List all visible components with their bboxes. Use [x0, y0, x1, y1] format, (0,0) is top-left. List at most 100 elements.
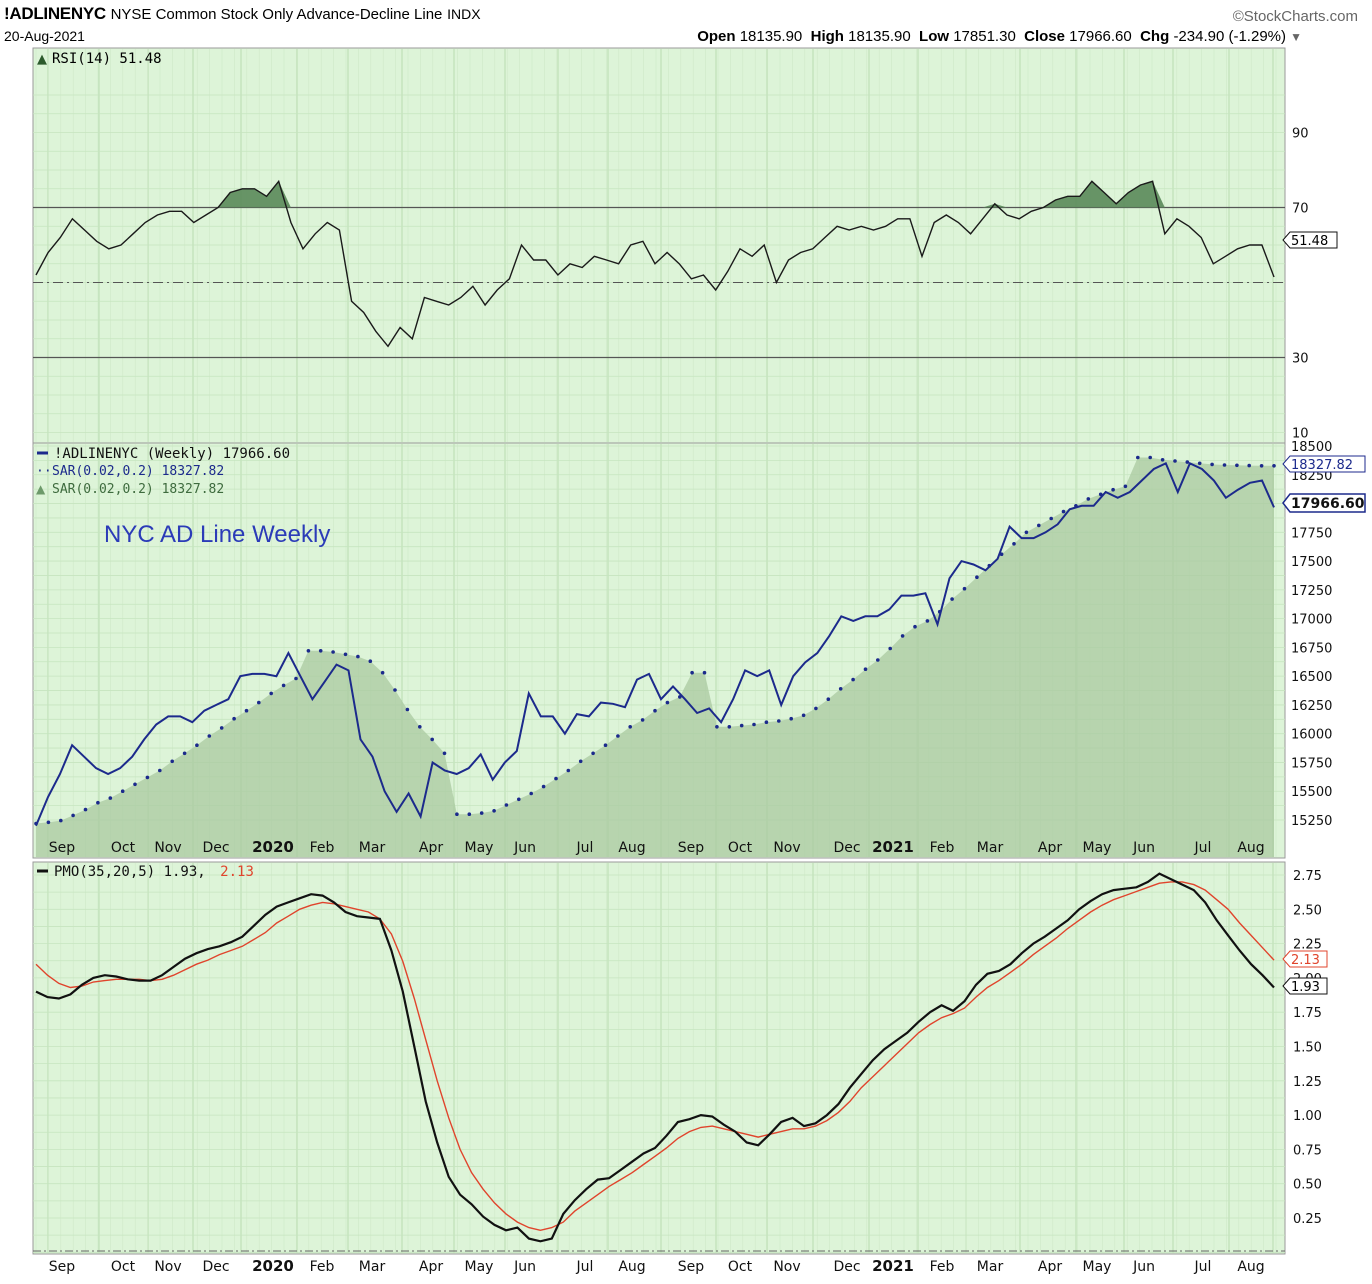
sar-dot	[628, 725, 632, 729]
sar-legend-dots: SAR(0.02,0.2) 18327.82	[52, 464, 224, 479]
pmo-last-value: 1.93	[1291, 980, 1320, 995]
high-label: High	[810, 28, 844, 45]
sar-dot	[702, 670, 707, 675]
sar-dot	[1061, 509, 1066, 514]
sar-dot	[616, 734, 620, 738]
pmo-tick-label: 1.00	[1293, 1109, 1322, 1124]
open-value: 18135.90	[739, 28, 803, 45]
x-axis-label: Mar	[359, 1259, 386, 1275]
sar-last-tag: 18327.82	[1282, 455, 1366, 473]
pmo-signal-line	[35, 881, 1275, 1232]
x-axis-label: Aug	[1237, 840, 1264, 856]
x-axis-label: Mar	[977, 840, 1004, 856]
sar-dot	[133, 782, 137, 787]
sar-dot	[158, 768, 162, 773]
rsi-tick-label: 10	[1292, 427, 1309, 442]
x-axis-label: Jul	[576, 840, 594, 856]
sar-dot	[739, 723, 744, 728]
sar-dot	[603, 743, 608, 747]
sar-last-value: 18327.82	[1291, 458, 1353, 473]
x-axis-label: Aug	[618, 1259, 645, 1275]
sar-dot	[1197, 461, 1202, 466]
x-axis-label: May	[465, 1259, 494, 1275]
rsi-last-tag: 51.48	[1282, 231, 1338, 249]
x-axis-label: Jun	[1132, 1259, 1155, 1275]
chg-label: Chg	[1140, 28, 1170, 45]
x-axis-label: Sep	[49, 1259, 76, 1275]
sar-dot	[1160, 458, 1165, 462]
sar-dot	[888, 646, 892, 651]
sar-dot	[294, 676, 298, 681]
sar-dot	[1049, 516, 1053, 521]
x-axis-label: Jul	[1194, 1259, 1212, 1275]
x-axis-label: 2020	[252, 838, 294, 856]
x-axis-label: Feb	[310, 840, 335, 856]
sar-dot	[752, 722, 756, 727]
pmo-last-tag: 1.93	[1282, 977, 1328, 995]
pmo-tick-label: 0.25	[1293, 1212, 1322, 1227]
sar-dot	[504, 803, 509, 807]
caret-down-icon[interactable]: ▼	[1290, 30, 1302, 44]
sar-dot	[405, 707, 410, 712]
rsi-legend: RSI(14) 51.48	[52, 51, 162, 67]
sar-dot	[727, 725, 732, 729]
chart-annotation: NYC AD Line Weekly	[104, 521, 330, 548]
sar-dot	[96, 800, 100, 805]
x-axis-label: Dec	[202, 1259, 229, 1275]
x-axis-label: Mar	[977, 1259, 1004, 1275]
low-label: Low	[919, 28, 950, 45]
x-axis-label: Oct	[728, 1259, 753, 1275]
price-tick-label: 16750	[1291, 641, 1332, 656]
sar-dot	[244, 708, 249, 713]
sar-dot	[59, 818, 63, 823]
sar-dot	[281, 683, 286, 688]
sar-dot	[1272, 464, 1276, 468]
open-label: Open	[697, 28, 736, 45]
sar-dot	[1136, 455, 1140, 460]
sar-dot	[1247, 463, 1251, 468]
sar-dot	[764, 720, 769, 724]
price-tick-label: 15250	[1291, 814, 1332, 829]
price-tick-label: 17000	[1291, 613, 1332, 628]
sar-dot	[578, 759, 583, 764]
pmo-tick-label: 1.75	[1293, 1006, 1322, 1021]
sar-dot	[1037, 523, 1041, 528]
symbol-description: NYSE Common Stock Only Advance-Decline L…	[110, 6, 443, 23]
price-tick-label: 18500	[1291, 440, 1332, 455]
sar-dot	[318, 649, 323, 653]
sar-dot	[1024, 530, 1029, 535]
rsi-legend-icon: ▲	[37, 52, 47, 67]
sar-dot	[207, 734, 212, 738]
x-axis-label: Jul	[1194, 840, 1212, 856]
sar-dot	[1173, 459, 1177, 463]
sar-dot	[838, 687, 843, 691]
pmo-legend-signal: 2.13	[220, 864, 254, 880]
sar-dot	[356, 654, 360, 659]
rsi-tick-label: 70	[1292, 202, 1309, 217]
price-line	[35, 461, 1275, 827]
price-legend: !ADLINENYC (Weekly) 17966.60	[54, 446, 290, 462]
sar-dot	[950, 597, 954, 601]
price-tick-label: 16500	[1291, 670, 1332, 685]
sar-dot	[715, 725, 719, 729]
chart-date: 20-Aug-2021	[4, 28, 85, 44]
symbol[interactable]: !ADLINENYC	[4, 4, 106, 23]
sar-dot	[876, 658, 880, 662]
sar-dot	[479, 811, 484, 815]
x-axis-label: Aug	[618, 840, 645, 856]
sar-dot	[219, 726, 224, 730]
price-tick-label: 15750	[1291, 757, 1332, 772]
sar-dot	[368, 659, 373, 663]
close-label: Close	[1024, 28, 1065, 45]
x-axis-label: Aug	[1237, 1259, 1264, 1275]
x-axis-label: Jun	[513, 1259, 536, 1275]
x-axis-label: Sep	[678, 1259, 705, 1275]
sar-dot	[46, 820, 51, 825]
x-axis-label: Feb	[930, 840, 955, 856]
sar-dot	[801, 713, 806, 718]
price-tick-label: 17500	[1291, 555, 1332, 570]
sar-dot	[1148, 455, 1152, 460]
sar-dot	[591, 751, 595, 756]
x-axis-label: Feb	[930, 1259, 955, 1275]
x-axis-label: Sep	[49, 840, 76, 856]
